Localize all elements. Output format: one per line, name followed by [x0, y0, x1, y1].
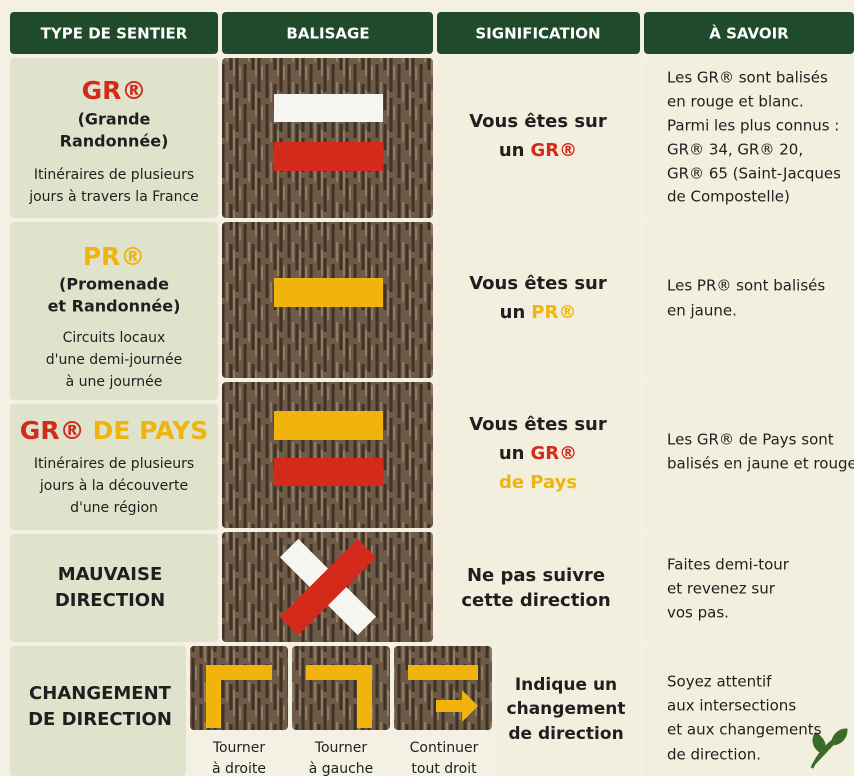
meaning: un PR®	[500, 302, 577, 323]
meaning: un GR®	[499, 140, 577, 161]
trail-subtitle: (Grande	[78, 110, 151, 129]
info: Parmi les plus connus :	[667, 117, 839, 135]
info: et revenez sur	[667, 580, 776, 598]
meaning: cette direction	[461, 590, 610, 611]
header: TYPE DE SENTIER BALISAGE SIGNIFICATION À…	[10, 12, 854, 54]
meaning-highlight: GR®	[531, 443, 578, 464]
info: balisés en jaune et rouge.	[667, 455, 854, 473]
meaning: un GR®	[499, 443, 577, 464]
trail-type: GR® DE PAYS	[20, 416, 208, 445]
marker-label: Continuer	[410, 740, 479, 756]
info: vos pas.	[667, 604, 729, 622]
trail-type: PR®	[83, 242, 146, 271]
info: Les GR® de Pays sont	[667, 431, 834, 449]
meaning: Indique un	[515, 675, 617, 695]
meaning-highlight: PR®	[531, 302, 576, 323]
column-header: SIGNIFICATION	[475, 25, 600, 43]
column-header: TYPE DE SENTIER	[41, 25, 188, 43]
trail-subtitle: Randonnée)	[60, 132, 169, 151]
marker-label: Tourner	[314, 740, 368, 756]
marker-label: à gauche	[309, 761, 374, 776]
trail-description: à une journée	[66, 374, 163, 390]
trail-type: DIRECTION	[55, 590, 165, 611]
info: Les PR® sont balisés	[667, 277, 825, 295]
marker-label: tout droit	[411, 761, 477, 776]
meaning: un	[500, 302, 526, 323]
info: Soyez attentif	[667, 673, 772, 691]
info: GR® 34, GR® 20,	[667, 141, 803, 159]
meaning: de direction	[508, 724, 623, 744]
meaning: un	[499, 140, 525, 161]
meaning: changement	[507, 699, 626, 719]
column-header: À SAVOIR	[709, 24, 789, 43]
trail-description: d'une région	[70, 500, 158, 516]
trail-type: MAUVAISE	[58, 564, 163, 585]
meaning: Vous êtes sur	[469, 414, 607, 435]
trail-type: CHANGEMENT	[29, 683, 172, 704]
meaning: un	[499, 443, 525, 464]
info: de direction.	[667, 746, 761, 764]
trail-description: Itinéraires de plusieurs	[34, 456, 194, 472]
trail-description: jours à travers la France	[28, 189, 199, 205]
trail-description: d'une demi-journée	[46, 352, 183, 368]
trail-markers	[206, 94, 848, 769]
marker-label: à droite	[212, 761, 266, 776]
trail-description: Itinéraires de plusieurs	[34, 167, 194, 183]
info: Les GR® sont balisés	[667, 69, 828, 87]
meaning-highlight: de Pays	[499, 472, 577, 493]
trail-subtitle: et Randonnée)	[48, 297, 181, 316]
meaning: Ne pas suivre	[467, 565, 605, 586]
trail-description: Circuits locaux	[63, 330, 166, 346]
info: de Compostelle)	[667, 188, 790, 206]
info: en rouge et blanc.	[667, 93, 804, 111]
marker-label: Tourner	[212, 740, 266, 756]
trail-type: DE DIRECTION	[28, 709, 172, 730]
meaning: Vous êtes sur	[469, 111, 607, 132]
info: Faites demi-tour	[667, 556, 790, 574]
cells	[10, 58, 854, 776]
meaning: Vous êtes sur	[469, 273, 607, 294]
trail-subtitle: (Promenade	[59, 275, 169, 294]
info: et aux changements	[667, 721, 822, 739]
info: en jaune.	[667, 302, 737, 320]
meaning-highlight: GR®	[531, 140, 578, 161]
trail-type: DE PAYS	[93, 416, 209, 445]
info: GR® 65 (Saint-Jacques	[667, 165, 841, 183]
info: aux intersections	[667, 697, 796, 715]
column-header: BALISAGE	[286, 25, 369, 43]
trail-type: GR®	[20, 416, 85, 445]
trail-type: GR®	[82, 76, 147, 105]
trail-description: jours à la découverte	[39, 478, 188, 494]
